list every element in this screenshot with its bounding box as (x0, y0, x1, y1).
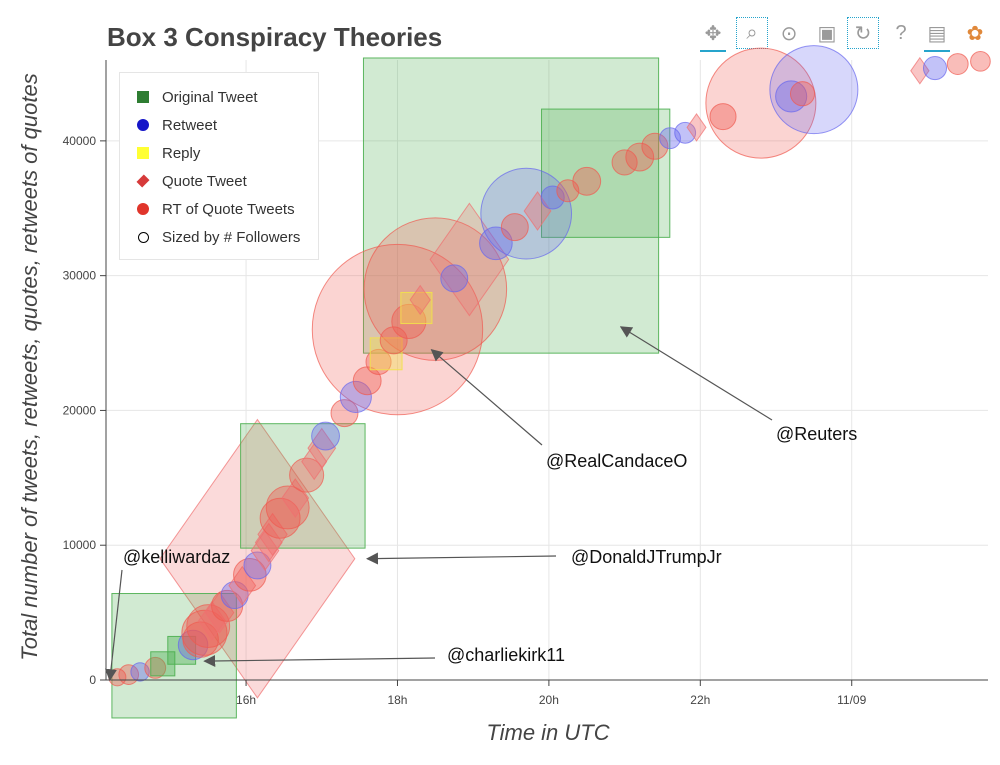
large-data-point (311, 243, 484, 416)
data-point (409, 284, 431, 316)
large-data-point (240, 423, 366, 549)
data-point (440, 264, 469, 293)
annotation-realcandaceo: @RealCandaceO (546, 451, 688, 471)
save-tool-icon[interactable]: ▣ (817, 22, 837, 45)
data-point (572, 166, 602, 196)
legend-item-reply[interactable]: Reply (136, 143, 200, 163)
data-point (946, 53, 969, 75)
annotation-arrow (105, 569, 123, 682)
legend-label: Quote Tweet (162, 172, 247, 190)
circle-marker-icon (136, 118, 150, 132)
legend-item-rt-of-quote-tweets[interactable]: RT of Quote Tweets (136, 199, 295, 219)
data-point (709, 103, 737, 131)
pan-tool-icon[interactable]: ✥ (698, 18, 728, 52)
data-point (625, 142, 655, 172)
annotation-arrow (365, 552, 557, 565)
data-point (250, 530, 280, 572)
data-point (265, 485, 310, 530)
data-point (391, 303, 427, 340)
y-tick-label: 30000 (63, 269, 97, 283)
data-point (186, 604, 231, 649)
chart-title: Box 3 Conspiracy Theories (107, 22, 443, 52)
data-point (789, 81, 816, 107)
data-point (659, 127, 681, 150)
chart-legend: Original Tweet Retweet Reply Quote Tweet… (119, 72, 319, 260)
annotation-donaldjtrumpjr: @DonaldJTrumpJr (571, 547, 722, 567)
legend-label: Retweet (162, 116, 218, 134)
legend-label: Reply (162, 144, 201, 162)
diamond-marker-icon (136, 174, 150, 188)
annotation-kelliwardaz: @kelliwardaz (123, 547, 231, 567)
large-data-point (429, 202, 510, 317)
data-point (233, 558, 267, 592)
legend-label: RT of Quote Tweets (162, 200, 295, 218)
annotation-arrow (203, 654, 436, 667)
data-point (339, 380, 372, 414)
square-marker-icon (136, 146, 150, 160)
data-point (144, 656, 167, 679)
y-tick-label: 20000 (63, 403, 97, 417)
y-tick-label: 0 (89, 673, 96, 687)
x-tick-label: 20h (539, 693, 559, 707)
large-data-point (541, 108, 671, 238)
legend-item-sized-by-followers[interactable]: Sized by # Followers (136, 227, 300, 247)
legend-label: Sized by # Followers (162, 228, 301, 246)
data-point (922, 56, 948, 81)
data-point (523, 191, 552, 231)
circle-outline-marker-icon (136, 230, 150, 244)
bokeh-logo-icon[interactable]: ✿ (966, 22, 984, 45)
hover-tool-icon[interactable]: ▤ (922, 18, 952, 52)
box-zoom-tool-icon[interactable]: ⌕ (736, 17, 768, 49)
legend-item-quote-tweet[interactable]: Quote Tweet (136, 171, 247, 191)
x-axis-label: Time in UTC (486, 720, 610, 745)
data-point (379, 326, 408, 355)
data-point (259, 497, 301, 539)
data-point (289, 457, 325, 493)
large-data-point (111, 593, 237, 719)
data-point (311, 421, 340, 451)
data-point (243, 551, 272, 580)
wheel-zoom-tool-icon[interactable]: ⊙ (780, 22, 798, 45)
square-marker-icon (136, 90, 150, 104)
data-point (204, 591, 235, 634)
data-point (611, 149, 638, 176)
y-axis-label: Total number of tweets, retweets, quotes… (17, 73, 42, 661)
y-tick-label: 10000 (63, 538, 97, 552)
legend-label: Original Tweet (162, 88, 258, 106)
data-point (365, 348, 392, 375)
help-tool-icon[interactable]: ? (895, 21, 907, 44)
annotation-reuters: @Reuters (776, 424, 858, 444)
data-point (674, 121, 697, 144)
data-point (970, 51, 991, 72)
legend-item-original-tweet[interactable]: Original Tweet (136, 87, 258, 107)
chart-toolbar: ✥ ⌕ ⊙ ▣ ↻ ? ▤ ✿ (696, 17, 996, 52)
x-tick-label: 11/09 (837, 693, 866, 707)
data-point (301, 443, 328, 481)
y-tick-label: 40000 (63, 134, 97, 148)
large-data-point (705, 47, 817, 159)
data-point (177, 629, 209, 661)
annotation-charliekirk11: @charliekirk11 (447, 645, 565, 665)
legend-item-retweet[interactable]: Retweet (136, 115, 217, 135)
data-point (641, 132, 669, 160)
x-tick-label: 18h (387, 693, 407, 707)
circle-marker-icon (136, 202, 150, 216)
data-point (910, 56, 930, 85)
data-point (228, 565, 257, 606)
data-point (500, 213, 529, 242)
data-point (686, 113, 707, 142)
annotation-arrow (430, 348, 543, 446)
x-tick-label: 22h (690, 693, 710, 707)
x-tick-label: 16h (236, 693, 256, 707)
reset-tool-icon[interactable]: ↻ (847, 17, 879, 49)
annotation-arrow (619, 326, 773, 421)
data-point (198, 600, 226, 641)
data-point (330, 399, 359, 428)
data-point (540, 185, 565, 210)
